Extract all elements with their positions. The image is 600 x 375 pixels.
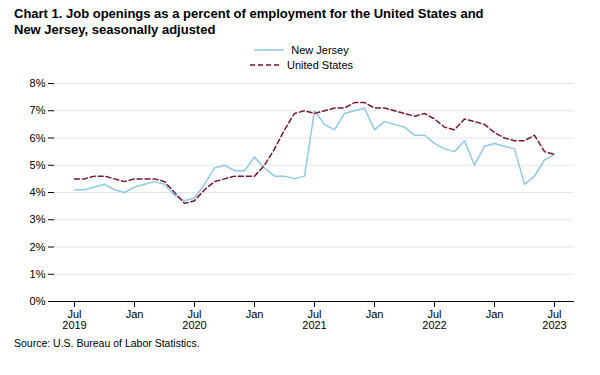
svg-text:0%: 0% [30, 295, 46, 307]
svg-text:3%: 3% [30, 213, 46, 225]
svg-text:Jul2023: Jul2023 [542, 308, 566, 331]
svg-text:5%: 5% [30, 158, 46, 170]
svg-text:Jan: Jan [486, 308, 504, 320]
svg-text:Jul2021: Jul2021 [302, 308, 326, 331]
svg-text:4%: 4% [30, 186, 46, 198]
html-text:Source: U.S. Bureau of Labor S: Source: U.S. Bureau of Labor Statistics. [14, 336, 200, 349]
svg-text:6%: 6% [30, 131, 46, 143]
svg-text:8%: 8% [30, 77, 46, 89]
svg-text:Jul2019: Jul2019 [62, 308, 86, 331]
svg-text:Jul2020: Jul2020 [182, 308, 206, 331]
svg-text:1%: 1% [30, 267, 46, 279]
svg-text:Jan: Jan [366, 308, 384, 320]
html-text:Chart 1. Job openings as a per: Chart 1. Job openings as a percent of em… [14, 6, 484, 38]
svg-text:Jan: Jan [126, 308, 144, 320]
html-text:New Jersey: New Jersey [291, 44, 349, 56]
svg-text:2%: 2% [30, 240, 46, 252]
svg-text:Jul2022: Jul2022 [422, 308, 446, 331]
svg-text:Jan: Jan [246, 308, 264, 320]
svg-text:7%: 7% [30, 104, 46, 116]
html-text:United States: United States [287, 59, 353, 71]
